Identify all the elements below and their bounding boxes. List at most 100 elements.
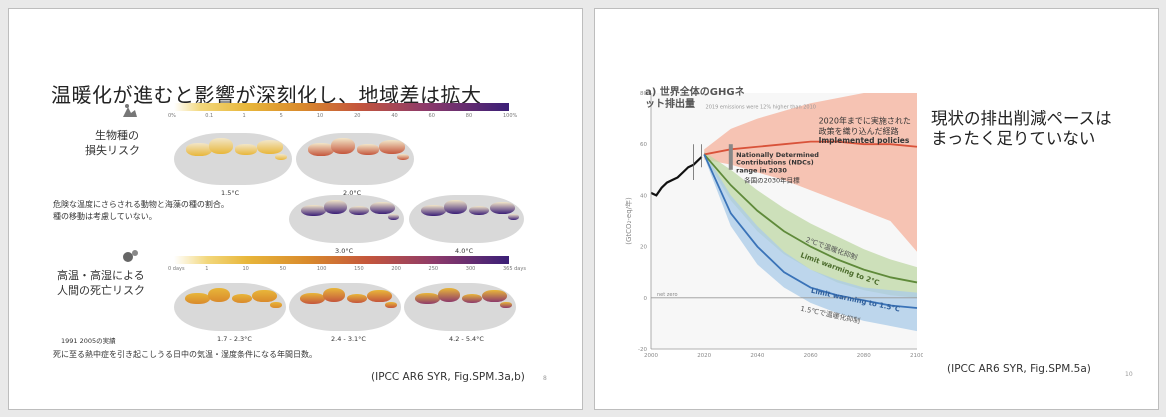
emissions-chart: net zero 80 60 40 20 0 -20 2000 2020 2040 2060 2080… <box>623 79 924 359</box>
colorbar-tick-label: 50 <box>279 266 287 272</box>
colorbar-tick-label: 365 days <box>503 266 526 272</box>
x-tick-label: 2080 <box>857 353 871 359</box>
map-landmass <box>331 138 355 154</box>
map-landmass <box>307 143 334 156</box>
heat-description: 死に至る熱中症を引き起こしうる日中の気温・湿度条件になる年間日数。 <box>53 350 317 359</box>
species-label-1: 生物種の <box>95 129 139 142</box>
heat-risk-icon <box>121 249 141 267</box>
y-tick-label: 20 <box>640 245 647 251</box>
map-landmass <box>322 287 345 303</box>
colorbar-tick-label: 10 <box>242 266 249 272</box>
map-landmass <box>489 201 515 215</box>
heat-map-label-4-2: 4.2 - 5.4°C <box>449 335 484 343</box>
species-label-2: 損失リスク <box>85 144 140 157</box>
ndc-ja: 各国の2030年目標 <box>744 176 800 185</box>
map-landmass <box>357 144 379 155</box>
colorbar-tick-label: 100 <box>316 266 327 272</box>
ndc-range-bar <box>728 144 733 170</box>
series-line-1 <box>703 153 918 284</box>
species-map-label-2-0: 2.0°C <box>343 189 362 197</box>
map-landmass <box>185 143 212 156</box>
species-map-label-1-5: 1.5°C <box>221 189 240 197</box>
colorbar-tick-label: 40 <box>391 113 398 119</box>
colorbar-tick-label: 1 <box>205 266 209 272</box>
colorbar-tick-label: 80 <box>465 113 473 119</box>
map-landmass <box>507 214 520 220</box>
map-landmass <box>378 140 405 154</box>
colorbar-tick-label: 200 <box>391 266 401 272</box>
map-landmass <box>397 153 410 161</box>
colorbar-tick-label: 250 <box>428 266 439 272</box>
colorbar-tick-label: 0% <box>168 113 176 119</box>
series-band-2 <box>704 151 917 332</box>
colorbar-tick-label: 0.1 <box>205 113 214 119</box>
map-landmass <box>232 293 253 304</box>
map-landmass <box>323 199 347 215</box>
colorbar-tick-label: 0 days <box>168 266 185 272</box>
map-landmass <box>482 289 508 303</box>
slide2-heading-2: まったく足りていない <box>931 129 1096 148</box>
heat-label-1: 高温・高湿による <box>57 269 145 282</box>
map-landmass <box>443 199 467 215</box>
map-landmass <box>437 287 460 303</box>
map-landmass <box>415 292 440 305</box>
slide1-page-number: 8 <box>543 375 547 382</box>
slide-impacts: 温暖化が進むと影響が深刻化し、地域差は拡大 生物種の 損失リスク 0% 0.1 1 5… <box>8 8 583 410</box>
map-landmass <box>348 205 370 216</box>
species-map-1-5 <box>174 133 292 185</box>
colorbar-tick-label: 20 <box>354 113 361 119</box>
map-landmass <box>347 293 368 304</box>
ndc-en-1: Nationally Determined <box>736 151 819 159</box>
y-tick-label: 60 <box>640 142 647 148</box>
map-landmass <box>256 140 283 154</box>
y-tick-label: -20 <box>638 347 647 353</box>
map-landmass <box>300 292 325 305</box>
slide2-citation: (IPCC AR6 SYR, Fig.SPM.5a) <box>947 363 1091 375</box>
species-map-label-3-0: 3.0°C <box>335 247 354 255</box>
heat-colorbar <box>174 256 509 264</box>
series-line-0 <box>704 140 918 156</box>
species-map-label-4-0: 4.0°C <box>455 247 474 255</box>
implemented-ja-2: 政策を織り込んだ経路 <box>819 126 899 136</box>
heat-map-label-1-7: 1.7 - 2.3°C <box>217 335 252 343</box>
ndc-en-3: range in 2030 <box>736 166 787 174</box>
colorbar-tick-label: 300 <box>465 266 476 272</box>
x-tick-label: 2040 <box>750 353 764 359</box>
slide2-page-number: 10 <box>1125 371 1133 378</box>
colorbar-tick-label: 100% <box>503 113 518 119</box>
x-tick-label: 2100 <box>910 353 923 359</box>
map-landmass <box>468 205 490 216</box>
net-zero-label: net zero <box>657 292 678 298</box>
y-axis-label: (GtCO₂-eq/年) <box>624 197 633 245</box>
map-landmass <box>207 287 230 303</box>
y-tick-label: 0 <box>644 296 648 302</box>
map-landmass <box>275 153 288 161</box>
colorbar-tick-label: 10 <box>316 113 324 119</box>
emissions-note: 2019 emissions were 12% higher than 2010 <box>706 104 816 110</box>
map-landmass <box>300 204 326 217</box>
slide-emissions: net zero 80 60 40 20 0 -20 2000 2020 2040 2060 2080… <box>594 8 1159 410</box>
map-landmass <box>367 289 393 303</box>
map-landmass <box>209 138 233 154</box>
map-landmass <box>369 201 395 215</box>
map-landmass <box>385 302 397 308</box>
emissions-chart-title: a) 世界全体のGHGネット排出量 <box>645 87 745 110</box>
y-tick-label: 40 <box>640 193 647 199</box>
map-landmass <box>387 214 400 220</box>
y-tick-label: 80 <box>640 91 647 97</box>
series-band-1 <box>704 151 917 298</box>
colorbar-tick-label: 1 <box>242 113 246 119</box>
slide1-citation: (IPCC AR6 SYR, Fig.SPM.3a,b) <box>371 371 525 383</box>
map-landmass <box>185 292 210 305</box>
map-landmass <box>252 289 278 303</box>
heat-map-1-7-2-3 <box>289 283 401 331</box>
species-description-1: 危険な温度にさらされる動物と海藻の種の割合。 <box>53 200 229 209</box>
map-landmass <box>462 293 483 304</box>
species-map-4-0 <box>409 195 524 243</box>
map-landmass <box>235 144 257 155</box>
series-line-2 <box>703 154 918 309</box>
x-tick-label: 2000 <box>644 353 658 359</box>
colorbar-tick-label: 60 <box>428 113 435 119</box>
species-colorbar <box>174 103 509 111</box>
series-band-0 <box>704 93 917 252</box>
